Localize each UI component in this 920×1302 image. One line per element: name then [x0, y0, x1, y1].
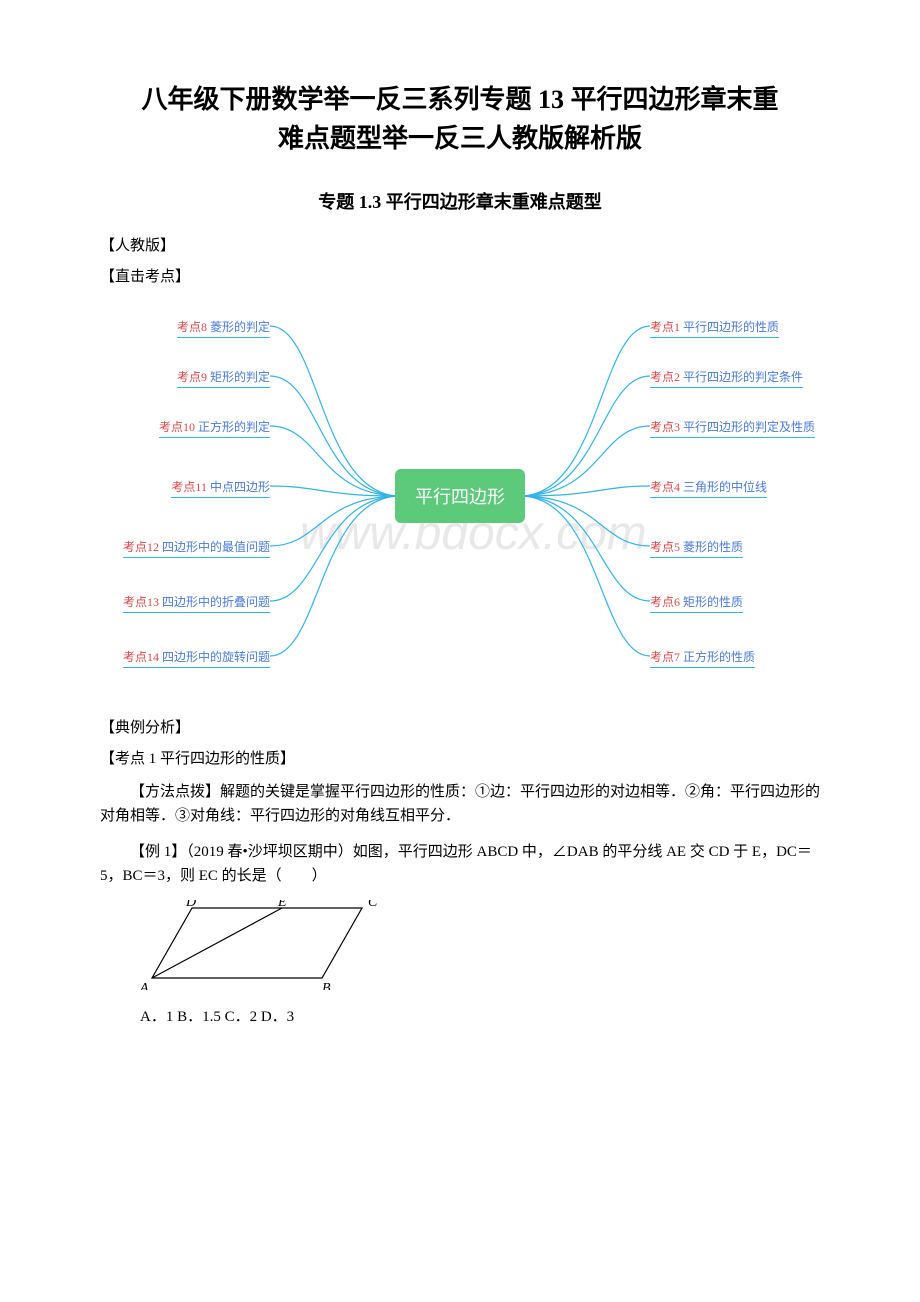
- method-text: 【方法点拨】解题的关键是掌握平行四边形的性质：①边：平行四边形的对边相等．②角：…: [100, 780, 820, 828]
- mindmap-right-node: 考点1 平行四边形的性质: [650, 318, 779, 338]
- label-point1: 【考点 1 平行四边形的性质】: [100, 747, 860, 768]
- mindmap-right-node: 考点6 矩形的性质: [650, 593, 743, 613]
- subtitle: 专题 1.3 平行四边形章末重难点题型: [60, 188, 860, 214]
- mindmap-center: 平行四边形: [395, 469, 525, 523]
- svg-text:D: D: [185, 900, 196, 910]
- svg-text:C: C: [368, 900, 378, 910]
- mindmap-right-node: 考点4 三角形的中位线: [650, 478, 767, 498]
- mindmap-right-node: 考点5 菱形的性质: [650, 538, 743, 558]
- parallelogram-figure: D E C A B: [140, 900, 860, 995]
- mindmap-left-node: 考点8 菱形的判定: [177, 318, 270, 338]
- mindmap-left-node: 考点10 正方形的判定: [159, 418, 270, 438]
- answer-options: A．1 B．1.5 C．2 D．3: [140, 1005, 860, 1026]
- mindmap-right-node: 考点7 正方形的性质: [650, 648, 755, 668]
- title-line1: 八年级下册数学举一反三系列专题 13 平行四边形章末重: [141, 85, 778, 114]
- label-examples: 【典例分析】: [100, 716, 860, 737]
- mindmap-left-node: 考点11 中点四边形: [171, 478, 270, 498]
- svg-text:B: B: [322, 981, 331, 990]
- mindmap-right-node: 考点3 平行四边形的判定及性质: [650, 418, 815, 438]
- example-text: 【例 1】（2019 春•沙坪坝区期中）如图，平行四边形 ABCD 中，∠DAB…: [100, 840, 820, 888]
- mindmap-right-node: 考点2 平行四边形的判定条件: [650, 368, 803, 388]
- mindmap-left-node: 考点14 四边形中的旋转问题: [123, 648, 270, 668]
- title-line2: 难点题型举一反三人教版解析版: [278, 124, 642, 153]
- label-points: 【直击考点】: [100, 265, 860, 286]
- svg-text:A: A: [140, 981, 149, 990]
- mindmap-left-node: 考点12 四边形中的最值问题: [123, 538, 270, 558]
- label-version: 【人教版】: [100, 234, 860, 255]
- mindmap-left-node: 考点9 矩形的判定: [177, 368, 270, 388]
- svg-text:E: E: [277, 900, 287, 910]
- mindmap-left-node: 考点13 四边形中的折叠问题: [123, 593, 270, 613]
- mindmap-container: www.bdocx.com 平行四边形 考点8 菱形的判定考点9 矩形的判定考点…: [60, 296, 860, 696]
